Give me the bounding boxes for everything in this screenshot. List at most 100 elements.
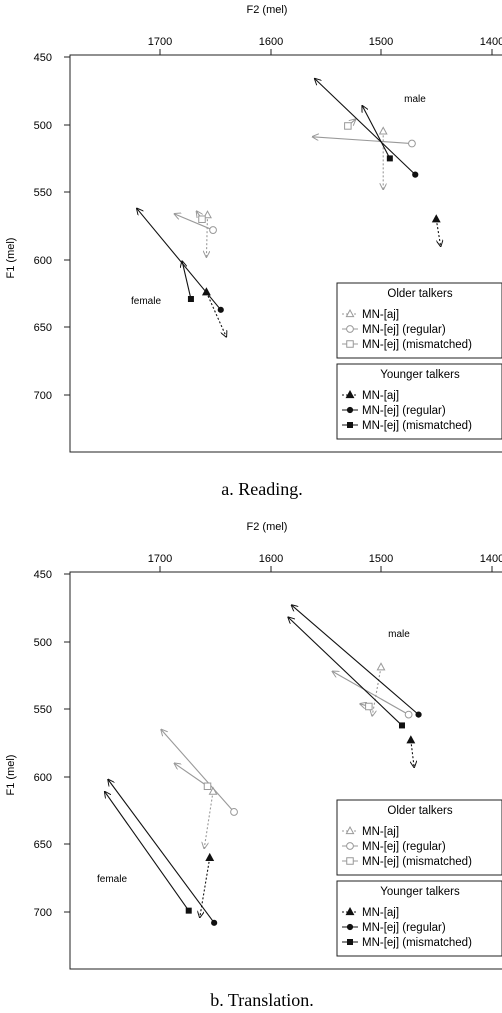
series-trajectory — [315, 79, 419, 178]
trajectory-start-point — [398, 722, 405, 729]
x-tick-label: 1400 — [480, 553, 502, 565]
legend-marker — [346, 842, 354, 850]
series-trajectory — [378, 126, 388, 189]
legend-box-younger: Younger talkers MN-[aj] MN-[ej] (regular) M… — [336, 880, 502, 957]
legend-item: MN-[aj] — [342, 906, 399, 919]
legend-item: MN-[aj] — [342, 389, 399, 402]
trajectory-start-point — [404, 710, 413, 719]
legend-marker — [345, 308, 355, 318]
series-trajectory — [182, 261, 194, 303]
x-tick-group: 1700 1600 1500 1400 — [148, 36, 502, 55]
y-tick-group: 450 500 550 600 650 700 — [34, 569, 70, 919]
trajectory-start-point — [378, 126, 388, 135]
trajectory-start-point — [408, 139, 416, 148]
y-tick-label: 450 — [34, 52, 52, 64]
legend-marker — [345, 906, 355, 916]
trajectory-start-point — [415, 711, 422, 718]
legend-marker — [346, 340, 354, 348]
y-tick-label: 700 — [34, 390, 52, 402]
legend-label: MN-[ej] (regular) — [362, 922, 446, 934]
y-tick: 700 — [34, 390, 70, 402]
trajectory-line — [161, 729, 235, 813]
plot-frame — [69, 571, 502, 970]
legend-label: MN-[aj] — [362, 390, 399, 402]
x-tick: 1600 — [259, 36, 283, 55]
legend-marker — [346, 325, 354, 333]
y-tick: 600 — [34, 255, 70, 267]
trajectory-line — [332, 671, 409, 716]
trajectory-line — [288, 617, 403, 726]
legend-marker — [346, 923, 354, 931]
y-tick-label: 650 — [34, 322, 52, 334]
y-tick-label: 500 — [34, 120, 52, 132]
trajectory-start-point — [386, 155, 393, 162]
legend-marker — [346, 857, 354, 865]
trajectory-line — [411, 740, 414, 767]
trajectory-line — [372, 667, 382, 716]
series-trajectory — [174, 763, 212, 791]
series-trajectory — [288, 617, 405, 729]
series-trajectory — [291, 605, 422, 718]
y-tick-label: 650 — [34, 839, 52, 851]
legend-box-older: Older talkers MN-[aj] MN-[ej] (regular) MN-… — [336, 282, 502, 359]
trajectory-line — [362, 106, 391, 159]
annotation-female: female — [131, 296, 161, 307]
chart-translation: F2 (mel) F1 (mel) 1700 1600 1500 1400 45… — [5, 521, 502, 1010]
trajectory-line — [174, 763, 208, 787]
trajectory-line — [105, 792, 190, 911]
trajectory-line — [204, 791, 214, 849]
legend-label: MN-[aj] — [362, 907, 399, 919]
series-layer — [105, 605, 422, 926]
legend-label: MN-[ej] (mismatched) — [362, 339, 472, 351]
y-tick: 600 — [34, 772, 70, 784]
series-trajectory — [362, 106, 393, 162]
annotation-male: male — [404, 94, 426, 105]
y-axis-label: F1 (mel) — [5, 755, 17, 796]
y-tick-label: 600 — [34, 772, 52, 784]
y-tick: 500 — [34, 637, 70, 649]
legend-item: MN-[aj] — [342, 308, 399, 321]
legend-marker — [346, 406, 354, 414]
legend-label: MN-[aj] — [362, 826, 399, 838]
y-tick: 550 — [34, 187, 70, 199]
x-tick-group: 1700 1600 1500 1400 — [148, 553, 502, 572]
trajectory-line — [291, 605, 419, 716]
trajectory-line — [182, 261, 192, 300]
trajectory-start-point — [412, 171, 419, 178]
x-tick: 1600 — [259, 553, 283, 572]
trajectory-start-point — [201, 287, 211, 296]
trajectory-start-point — [431, 214, 441, 223]
plot-frame — [69, 54, 502, 453]
x-tick-label: 1400 — [480, 36, 502, 48]
chart-caption: b. Translation. — [210, 990, 314, 1010]
annotation-female: female — [97, 874, 127, 885]
y-tick: 550 — [34, 704, 70, 716]
legend-item: MN-[ej] (mismatched) — [342, 339, 472, 351]
trajectory-start-point — [217, 306, 224, 313]
legend: Older talkers MN-[aj] MN-[ej] (regular) MN-… — [336, 282, 502, 440]
trajectory-line — [108, 780, 215, 924]
legend-label: MN-[aj] — [362, 309, 399, 321]
x-tick: 1400 — [480, 36, 502, 55]
trajectory-start-point — [187, 296, 194, 303]
legend-marker — [345, 825, 355, 835]
y-tick: 450 — [34, 569, 70, 581]
trajectory-line — [200, 857, 211, 917]
series-trajectory — [372, 662, 386, 716]
legend-box-older: Older talkers MN-[aj] MN-[ej] (regular) MN-… — [336, 799, 502, 876]
y-tick: 650 — [34, 322, 70, 334]
series-trajectory — [200, 852, 215, 917]
legend: Older talkers MN-[aj] MN-[ej] (regular) MN-… — [336, 799, 502, 957]
x-tick: 1400 — [480, 553, 502, 572]
x-tick: 1500 — [369, 553, 393, 572]
x-axis-label: F2 (mel) — [247, 4, 288, 16]
x-axis-label: F2 (mel) — [247, 521, 288, 533]
series-trajectory — [406, 735, 414, 767]
series-trajectory — [161, 729, 238, 816]
legend-title: Older talkers — [387, 805, 452, 817]
legend-item: MN-[ej] (mismatched) — [342, 856, 472, 868]
legend-frame — [336, 363, 502, 440]
trajectory-line — [315, 79, 416, 176]
trajectory-line — [137, 208, 222, 311]
legend-item: MN-[ej] (regular) — [342, 324, 446, 336]
